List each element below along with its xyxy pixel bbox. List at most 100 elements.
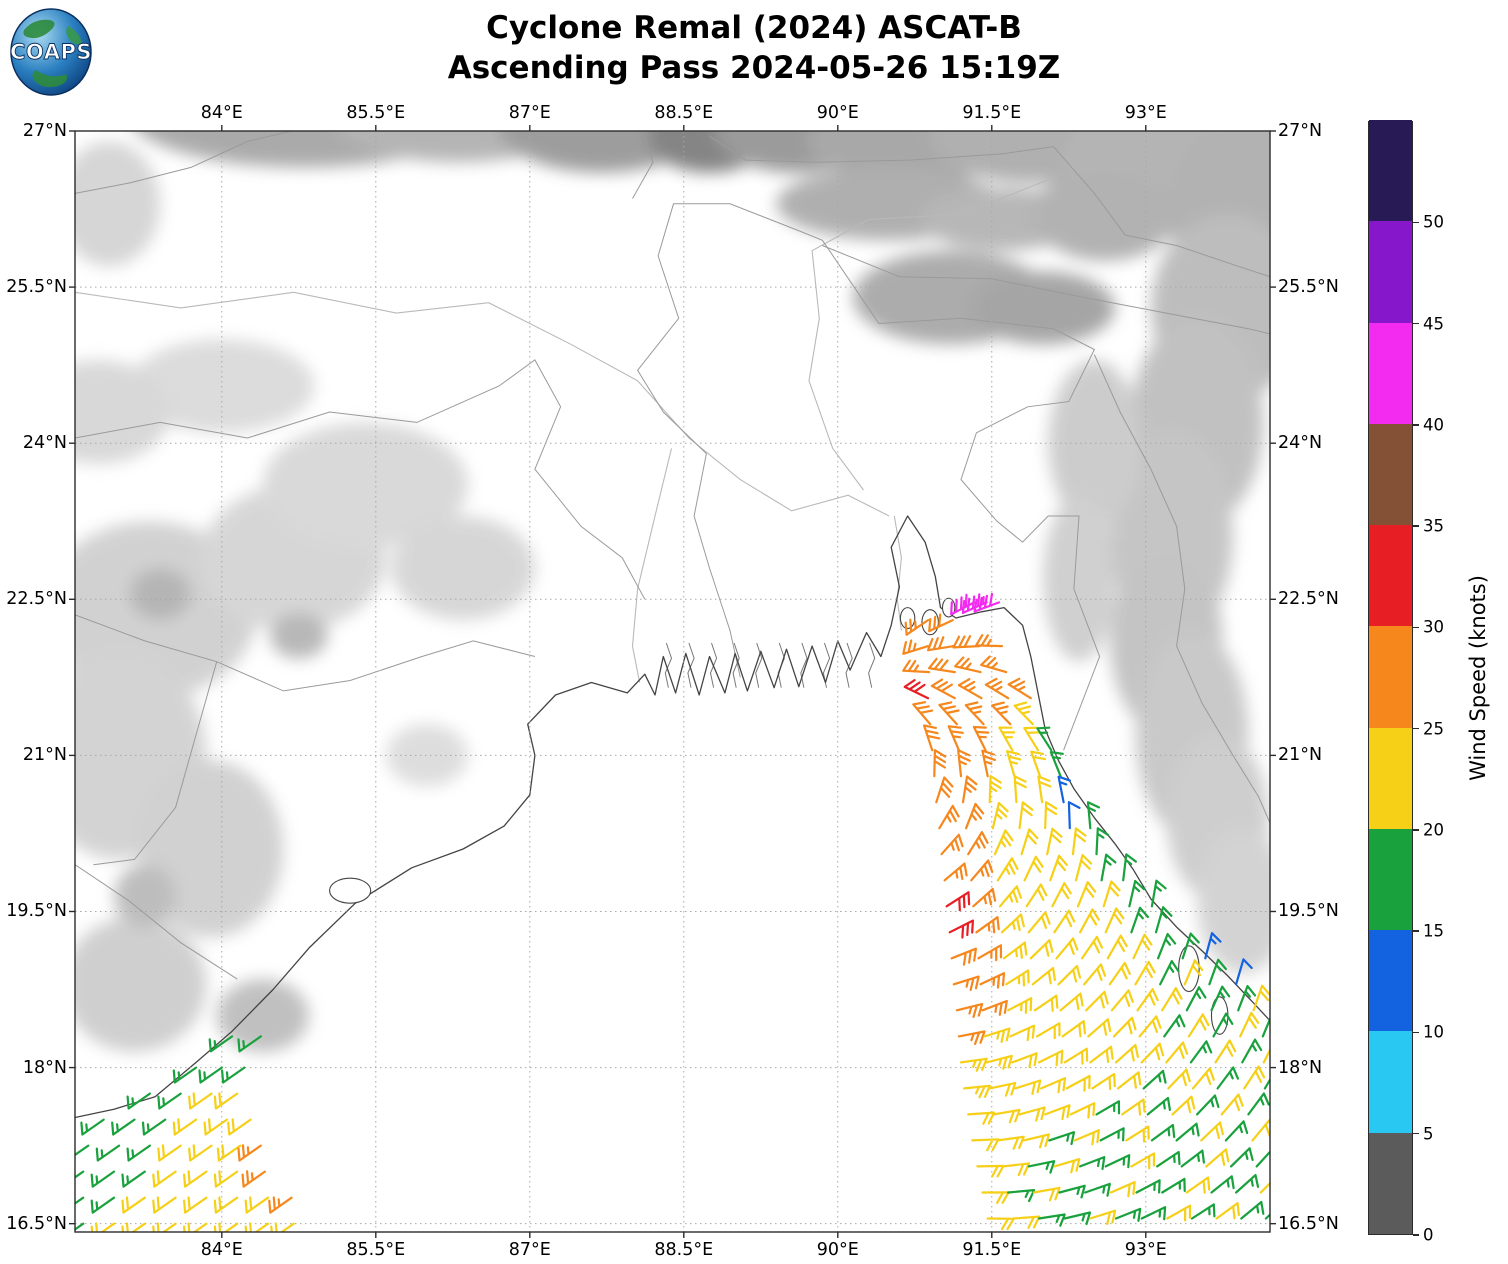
wind-barb [1031,966,1056,986]
wind-barb [1264,1213,1270,1220]
colorbar-band-0-5 [1369,1132,1412,1234]
wind-barb [1063,1211,1092,1226]
wind-barb [1106,934,1128,960]
wind-barb [1049,854,1068,882]
logo-land-east [66,26,82,45]
colorbar-tick-label: 50 [1423,212,1444,232]
colorbar-band-45-50 [1369,220,1412,323]
wind-barb [1099,1127,1125,1142]
colorbar-tick-label: 40 [1423,415,1444,435]
wind-barb [80,1118,105,1136]
wind-barb [1216,1066,1239,1090]
wind-barb [188,1092,213,1110]
wind-barb [1051,882,1072,908]
wind-barb [1180,1149,1205,1168]
wind-barb [208,1035,234,1053]
wind-barb [1112,1016,1137,1038]
wind-barb [216,1144,242,1162]
wind-barb [1190,1203,1216,1220]
wind-barb [1136,988,1159,1012]
colorbar-band-10-15 [1369,929,1412,1032]
wind-barb [1044,1104,1071,1121]
colorbar-label: Wind Speed (knots) [1466,575,1490,781]
wind-barb [1037,1213,1066,1227]
x-tick-label-bottom: 93°E [1124,1240,1167,1260]
wind-barb [1036,726,1053,752]
wind-barb [943,862,968,882]
wind-barb [1009,1024,1036,1042]
wind-barb [1161,1177,1186,1194]
wind-barb [996,1135,1025,1150]
delta-channels [664,642,876,688]
colorbar-band-5-10 [1369,1030,1412,1133]
wind-barb [902,639,930,655]
wind-barb [268,1196,293,1214]
wind-barb [1110,989,1134,1012]
y-tick-label-right: 16.5°N [1278,1213,1339,1234]
map-content [75,131,1270,1232]
wind-barb [1142,1069,1167,1090]
wind-barb [1210,1175,1235,1194]
wind-barb [121,1222,146,1232]
wind-barb [1220,1093,1244,1116]
wind-barb [213,1196,239,1214]
wind-barb [998,885,1022,908]
wind-barb [75,1144,90,1157]
wind-barb [1006,750,1022,778]
wind-barb [1089,1209,1117,1226]
wind-barb [1130,1152,1156,1170]
y-tick-label-left: 27°N [22,121,67,141]
colorbar-tick-mark [1413,626,1419,629]
wind-barb [1104,907,1125,934]
x-tick-label-top: 88.5°E [654,103,714,123]
wind-barb [1057,964,1082,986]
wind-barb [948,919,974,939]
wind-barb [952,635,981,649]
wind-barb [198,1066,223,1084]
x-tick-label-bottom: 91.5°E [962,1240,1022,1260]
wind-barb [938,701,960,726]
wind-barb [188,1144,213,1162]
y-tick-label-right: 25.5°N [1278,277,1339,298]
wind-barb [1014,1079,1042,1095]
wind-barb [1005,969,1030,987]
wind-barb [1140,1206,1167,1221]
wind-barb [1122,853,1137,882]
wind-barb [1007,677,1032,700]
wind-barb [237,1144,262,1162]
wind-barb [972,725,990,752]
wind-barb [1235,958,1253,986]
wind-barb [1079,908,1100,934]
wind-barb [957,678,983,700]
wind-barb [1084,1182,1111,1197]
colorbar-tick-mark [1413,930,1419,932]
wind-barb [1055,937,1079,960]
wind-barb [1076,881,1097,908]
x-tick-label-top: 87°E [508,103,551,123]
wind-barb [1114,1207,1142,1222]
wind-barb [1065,1074,1091,1092]
colorbar-tick-label: 0 [1423,1225,1434,1245]
wind-barb [1237,985,1257,1012]
wind-barb [152,1196,177,1214]
colorbar-tick-mark [1413,1132,1419,1135]
x-tick-label-bottom: 90°E [816,1240,859,1260]
wind-barb [1086,801,1100,830]
wind-barb [1102,880,1121,908]
x-tick-label-top: 91.5°E [962,103,1022,123]
wind-barb [1135,1179,1161,1194]
wind-barb [1071,827,1087,856]
wind-barb [991,701,1012,726]
colorbar-tick-label: 10 [1423,1022,1444,1042]
wind-barb [270,1222,295,1232]
wind-barb [1007,1189,1036,1203]
x-tick-label-bottom: 88.5°E [654,1240,714,1260]
wind-barb [1040,1077,1067,1094]
wind-barb [1128,879,1146,908]
wind-barb [1003,941,1028,960]
wind-barb [1156,1150,1181,1168]
wind-barb [1185,986,1207,1012]
wind-barb [1252,984,1270,1012]
colorbar-band-15-20 [1369,828,1412,931]
